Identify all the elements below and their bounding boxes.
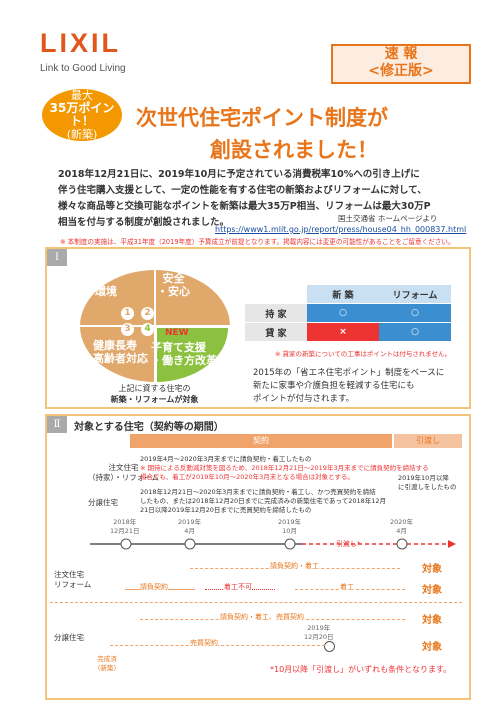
circle-line-2: 35万ポイント！ bbox=[49, 101, 115, 128]
pie-label-environment: 環境 bbox=[95, 285, 117, 298]
sale-home-conditions: 2018年12月21日～2020年3月末までに請負契約・着工し、かつ売買契約を締… bbox=[140, 488, 387, 514]
tagline: Link to Good Living bbox=[40, 63, 126, 74]
target-label-4: 対象 bbox=[422, 642, 442, 653]
no-start-label: 着工不可 bbox=[224, 582, 252, 592]
intro-paragraph: 2018年12月21日に、2019年10月に予定されている消費税率10%への引き… bbox=[58, 167, 458, 231]
cell-owned-reform: ○ bbox=[379, 303, 451, 323]
pie-caption: 上記に資する住宅の 新築・リフォームが対象 bbox=[110, 384, 199, 404]
source-note: 国土交通省 ホームページより bbox=[338, 214, 438, 223]
lixil-logo: LIXIL bbox=[40, 28, 121, 58]
intro-line: 相当を付与する制度が創設されました。 bbox=[58, 217, 230, 228]
section-1-description: 2015年の「省エネ住宅ポイント」制度をベースに 新たに家事や介護負担を軽減する… bbox=[253, 368, 445, 404]
sale-contract-label-2: 売買契約 bbox=[190, 638, 218, 648]
target-label-1: 対象 bbox=[422, 564, 442, 575]
handover-label: 引渡し* bbox=[336, 540, 361, 548]
intro-line: 伴う住宅購入支援として、一定の性能を有する住宅の新築およびリフォームに対して、 bbox=[58, 185, 427, 196]
date-2019-10: 2019年 10月 bbox=[278, 518, 302, 535]
divider bbox=[50, 602, 462, 603]
phase-bar: 契約 引渡し bbox=[130, 434, 462, 448]
row-rental: 貸 家 bbox=[245, 322, 307, 342]
cell-rental-reform: ○ bbox=[379, 322, 451, 342]
cell-rental-new: × bbox=[307, 322, 379, 342]
custom-home-label: 注文住宅 （持家）・リフォーム bbox=[88, 463, 160, 482]
contract-start-label: 請負契約・着工 bbox=[270, 561, 319, 571]
row-owned: 持 家 bbox=[245, 303, 307, 323]
row-sale-home-label: 分譲住宅 bbox=[54, 633, 84, 642]
timeline-node-2019-10 bbox=[284, 538, 296, 550]
phase-contract: 契約 bbox=[130, 434, 392, 448]
sale-contract-label: 請負契約・着工、売買契約 bbox=[220, 612, 304, 622]
row-custom-home-label: 注文住宅 リフォーム bbox=[54, 570, 92, 589]
four-themes-pie bbox=[80, 270, 230, 382]
page-title-line-2: 創設されました！ bbox=[210, 138, 378, 162]
footnote: *10月以降「引渡し」がいずれも条件となります。 bbox=[270, 665, 452, 674]
target-label-2: 対象 bbox=[422, 585, 442, 596]
date-2020-04: 2020年 4月 bbox=[390, 518, 414, 535]
pie-label-safety: 安全 ・安心 bbox=[157, 272, 190, 298]
cell-owned-new: ○ bbox=[307, 303, 379, 323]
circle-line-1: 最大 bbox=[71, 89, 93, 102]
table-note: ※ 貸家の新築についての工事はポイントは付与されません。 bbox=[275, 350, 452, 358]
start-label: 着工 bbox=[340, 582, 354, 592]
timeline-node-2018-12 bbox=[120, 538, 132, 550]
date-2019-04: 2019年 4月 bbox=[178, 518, 202, 535]
badge-line-2: <修正版> bbox=[368, 63, 434, 79]
pie-quadrant-childcare bbox=[157, 328, 228, 382]
delivery-condition: 2019年10月以降 に引渡しをしたもの bbox=[398, 474, 457, 491]
col-reform: リフォーム bbox=[379, 285, 451, 304]
pie-quadrant-environment bbox=[80, 270, 155, 326]
circle-line-3: (新築) bbox=[66, 128, 98, 141]
intro-line: 様々な商品等と交換可能なポイントを新築は最大35万P相当、リフォームは最大30万… bbox=[58, 201, 431, 212]
col-new-build: 新 築 bbox=[307, 285, 379, 304]
pie-number-3: 3 bbox=[121, 323, 134, 336]
completed-note: 完成済 （新築） bbox=[94, 655, 120, 672]
sale-end-date: 2019年 12月20日 bbox=[304, 624, 334, 641]
section-1-numeral: Ⅰ bbox=[47, 249, 67, 266]
new-tag: NEW bbox=[165, 328, 189, 338]
target-label-3: 対象 bbox=[422, 615, 442, 626]
sale-end-node bbox=[324, 641, 335, 652]
sale-home-label: 分譲住宅 bbox=[88, 498, 118, 507]
budget-notice: ※ 本制度の実施は、平成31年度（2019年度）予算成立が前提となります。掲載内… bbox=[60, 238, 455, 246]
custom-home-conditions: 2019年4月～2020年3月末までに請負契約・着工したもの ※ 期待による反動… bbox=[140, 455, 429, 481]
pie-quadrant-safety bbox=[155, 270, 230, 326]
timeline bbox=[90, 538, 456, 550]
pie-number-4: 4 bbox=[141, 323, 154, 336]
contract-label: 請負契約 bbox=[140, 582, 168, 592]
pie-label-health: 健康長寿 ・高齢者対応 bbox=[82, 339, 148, 365]
points-table: 新 築 リフォーム 持 家 ○ ○ 貸 家 × ○ bbox=[245, 285, 451, 342]
bulletin-badge: 速 報 <修正版> bbox=[331, 44, 471, 84]
phase-delivery: 引渡し bbox=[394, 434, 462, 448]
pie-number-1: 1 bbox=[121, 307, 134, 320]
badge-line-1: 速 報 bbox=[384, 46, 418, 62]
timeline-node-2020-04 bbox=[396, 538, 408, 550]
pie-quadrant-health bbox=[80, 326, 155, 382]
pie-label-childcare: 子育て支援 ・働き方改革 bbox=[151, 341, 217, 367]
section-2-title: 対象とする住宅（契約等の期間） bbox=[74, 422, 224, 433]
timeline-node-2019-04 bbox=[184, 538, 196, 550]
section-2-numeral: Ⅱ bbox=[47, 416, 67, 433]
section-2-box: Ⅱ bbox=[45, 414, 471, 700]
max-points-badge: 最大 35万ポイント！ (新築) bbox=[42, 89, 122, 141]
date-2018-12: 2018年 12月21日 bbox=[110, 518, 140, 535]
page-title-line-1: 次世代住宅ポイント制度が bbox=[136, 106, 388, 130]
intro-line: 2018年12月21日に、2019年10月に予定されている消費税率10%への引き… bbox=[58, 169, 420, 180]
source-url[interactable]: https://www1.mlit.go.jp/report/press/hou… bbox=[215, 225, 467, 234]
pie-number-2: 2 bbox=[141, 307, 154, 320]
